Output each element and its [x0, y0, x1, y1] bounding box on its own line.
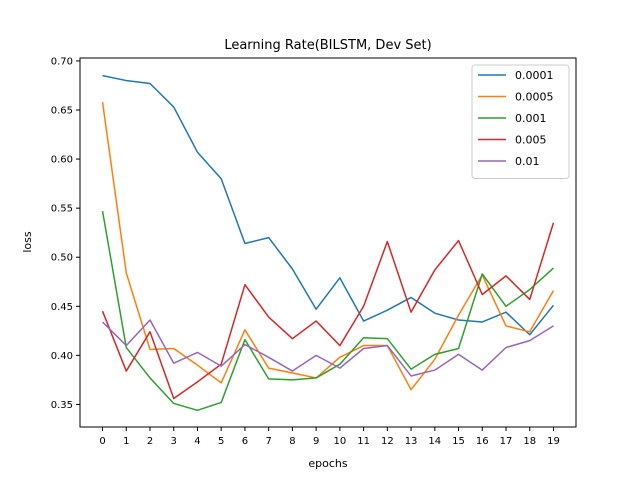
x-tick-label: 17 [500, 436, 513, 447]
series-line-0.01 [102, 319, 554, 377]
x-tick-label: 13 [405, 436, 418, 447]
x-tick-label: 5 [218, 436, 224, 447]
y-tick-label: 0.40 [51, 351, 73, 362]
legend-box [471, 64, 570, 179]
plot-area [101, 74, 555, 412]
y-tick-label: 0.35 [51, 400, 73, 411]
x-tick-label: 9 [313, 436, 319, 447]
y-tick-label: 0.60 [51, 155, 73, 166]
series-line-0.005 [101, 222, 555, 400]
y-tick-label: 0.70 [51, 56, 73, 67]
legend-entry: 0.001 [515, 112, 547, 125]
x-tick-label: 0 [99, 436, 105, 447]
x-tick-label: 8 [289, 436, 295, 447]
legend-entry: 0.0005 [515, 91, 554, 104]
x-axis: 0 1 2 3 4 5 6 7 8 9 10 11 12 13 14 15 16 17 18 19 [99, 427, 560, 447]
y-tick-label: 0.50 [51, 253, 73, 264]
x-tick-label: 6 [242, 436, 248, 447]
y-axis: 0.35 0.40 0.45 0.50 0.55 0.60 0.65 0.70 [51, 56, 80, 411]
x-tick-label: 10 [333, 436, 346, 447]
x-tick-label: 2 [147, 436, 153, 447]
y-axis-label: loss [21, 231, 34, 253]
x-tick-label: 1 [123, 436, 129, 447]
legend-entry: 0.0001 [515, 69, 554, 82]
x-tick-label: 12 [381, 436, 394, 447]
x-tick-label: 3 [171, 436, 177, 447]
y-tick-label: 0.65 [51, 106, 73, 117]
chart-title: Learning Rate(BILSTM, Dev Set) [224, 38, 431, 53]
series-line-0.0001 [102, 74, 555, 336]
x-tick-label: 16 [476, 436, 489, 447]
legend-entry: 0.005 [515, 134, 547, 147]
y-tick-label: 0.55 [51, 204, 73, 215]
x-tick-label: 18 [523, 436, 536, 447]
x-tick-label: 14 [428, 436, 441, 447]
x-tick-label: 4 [194, 436, 200, 447]
legend: 0.0001 0.0005 0.001 0.005 0.01 [471, 64, 570, 179]
legend-entry: 0.01 [515, 155, 540, 168]
series-line-0.0005 [101, 102, 555, 391]
x-tick-label: 19 [547, 436, 560, 447]
x-tick-label: 7 [265, 436, 271, 447]
series-line-0.001 [101, 210, 554, 412]
x-axis-label: epochs [308, 457, 347, 470]
plot-frame [79, 57, 577, 428]
x-tick-label: 15 [452, 436, 465, 447]
x-tick-label: 11 [357, 436, 370, 447]
y-tick-label: 0.45 [51, 302, 73, 313]
